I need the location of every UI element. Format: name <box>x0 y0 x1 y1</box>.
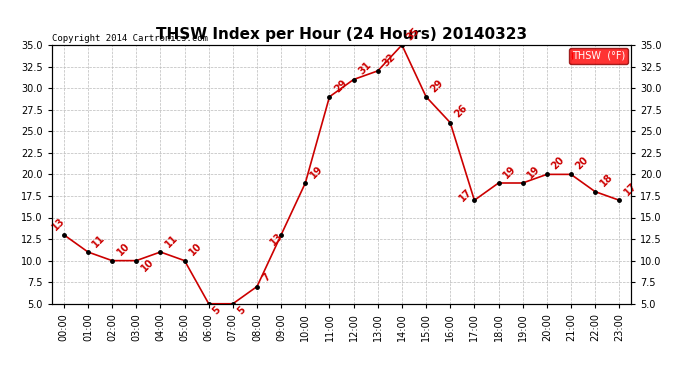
Text: 7: 7 <box>262 272 273 284</box>
Text: 10: 10 <box>188 241 204 258</box>
Text: 20: 20 <box>550 155 566 172</box>
Text: 5: 5 <box>236 304 248 316</box>
Text: 10: 10 <box>115 241 132 258</box>
Text: Copyright 2014 Cartronics.com: Copyright 2014 Cartronics.com <box>52 34 208 43</box>
Legend: THSW  (°F): THSW (°F) <box>569 48 629 64</box>
Text: 11: 11 <box>91 232 108 249</box>
Text: 13: 13 <box>50 215 66 232</box>
Title: THSW Index per Hour (24 Hours) 20140323: THSW Index per Hour (24 Hours) 20140323 <box>156 27 527 42</box>
Text: 19: 19 <box>526 164 542 180</box>
Text: 11: 11 <box>164 232 180 249</box>
Text: 17: 17 <box>457 186 474 203</box>
Text: 20: 20 <box>574 155 591 172</box>
Text: 19: 19 <box>502 164 518 180</box>
Text: 32: 32 <box>381 51 397 68</box>
Text: 13: 13 <box>268 231 285 247</box>
Text: 19: 19 <box>308 164 325 180</box>
Text: 10: 10 <box>139 256 156 273</box>
Text: 26: 26 <box>453 103 470 120</box>
Text: 31: 31 <box>357 60 373 77</box>
Text: 17: 17 <box>622 181 639 198</box>
Text: 29: 29 <box>429 77 446 94</box>
Text: 18: 18 <box>598 172 615 189</box>
Text: 29: 29 <box>333 77 349 94</box>
Text: 35: 35 <box>405 26 422 42</box>
Text: 5: 5 <box>210 304 222 316</box>
